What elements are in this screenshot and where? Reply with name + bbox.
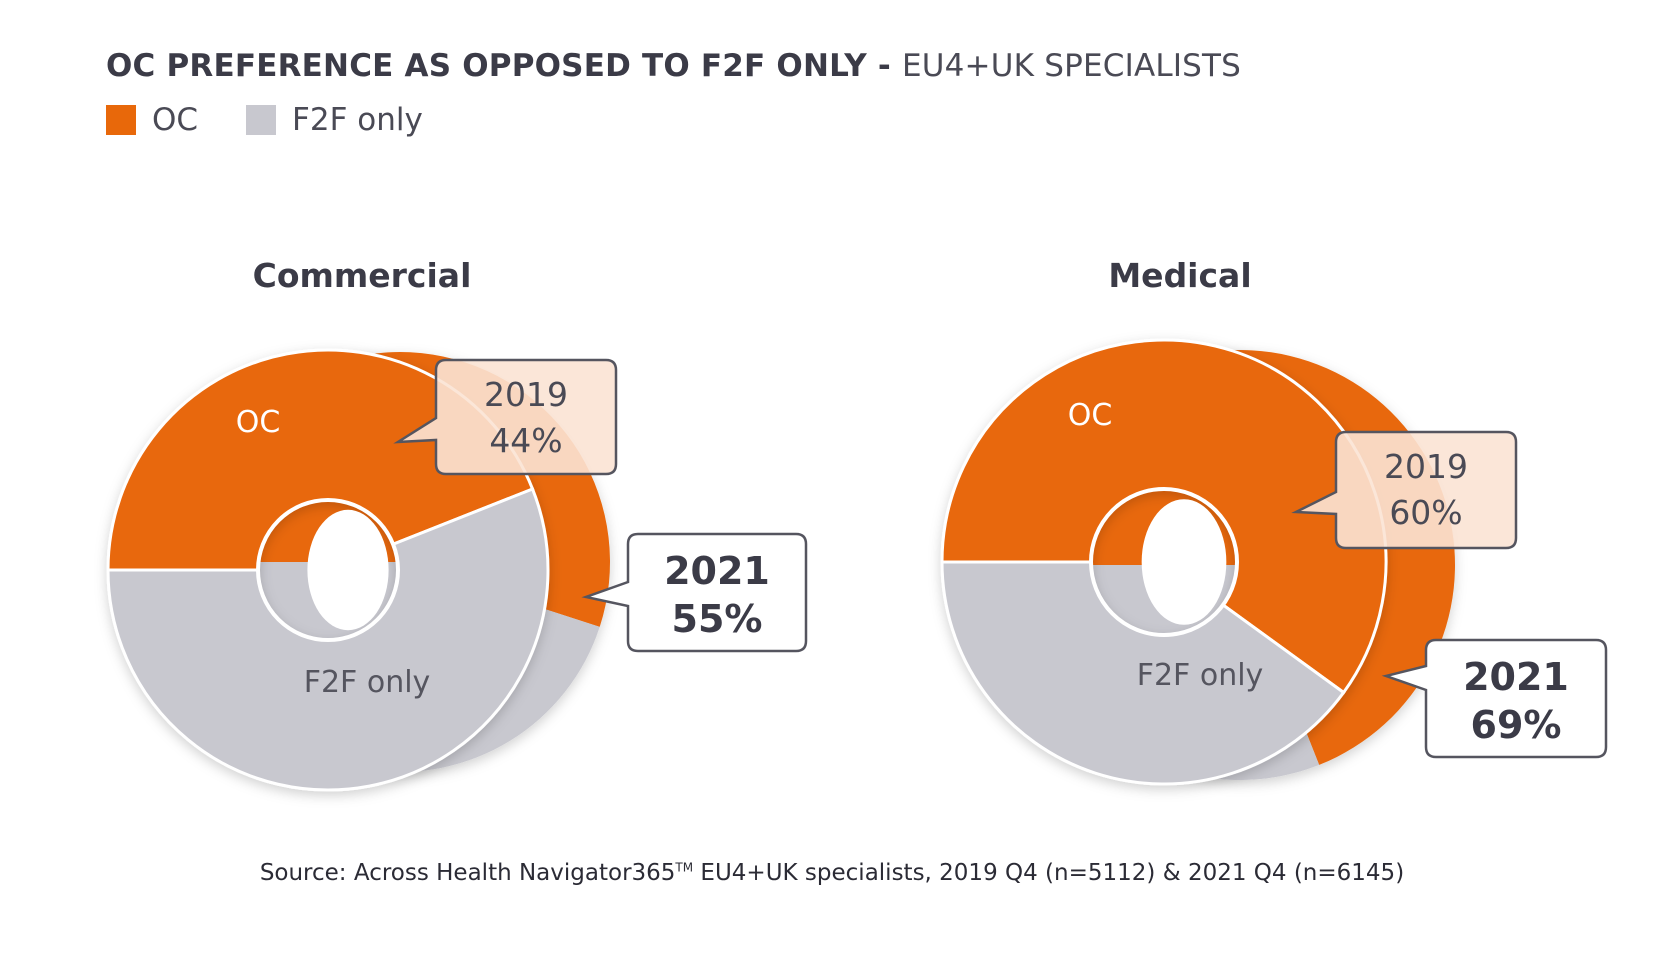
chart-subtitle-medical: Medical	[1108, 256, 1251, 295]
legend: OC F2F only	[106, 102, 471, 138]
callout-2019-medical	[1291, 430, 1518, 550]
legend-swatch-oc	[106, 105, 136, 135]
callout-2019-commercial	[393, 358, 618, 476]
slice-label-f2f-commercial: F2F only	[304, 665, 431, 700]
chart-title: OC PREFERENCE AS OPPOSED TO F2F ONLY - E…	[106, 48, 1241, 84]
source-suffix: EU4+UK specialists, 2019 Q4 (n=5112) & 2…	[693, 860, 1405, 886]
source-note: Source: Across Health Navigator365TM EU4…	[0, 860, 1664, 886]
donut-hole-medical	[1141, 499, 1227, 625]
donut-2019-commercial	[106, 348, 550, 792]
legend-label-f2f: F2F only	[292, 102, 423, 138]
legend-label-oc: OC	[152, 102, 199, 138]
donut-hole-ring-commercial	[256, 498, 400, 642]
source-prefix: Source: Across Health Navigator365	[259, 860, 676, 886]
callout-2021-value-commercial: 55%	[672, 597, 763, 641]
callout-2019-year-commercial: 2019	[484, 375, 568, 414]
donut-hole-ring-medical	[1089, 487, 1239, 637]
callout-2021-commercial	[581, 532, 808, 653]
slice-label-f2f-medical: F2F only	[1137, 658, 1264, 693]
source-tm: TM	[675, 860, 694, 875]
chart-title-sub: EU4+UK SPECIALISTS	[901, 48, 1242, 84]
slice-label-oc-medical: OC	[1068, 398, 1113, 433]
callout-2019-year-medical: 2019	[1384, 447, 1468, 486]
callout-2021-year-commercial: 2021	[664, 549, 770, 593]
callout-2019-value-medical: 60%	[1389, 493, 1462, 532]
donut-hole-commercial	[307, 509, 389, 631]
callout-2021-year-medical: 2021	[1463, 655, 1569, 699]
legend-item-f2f: F2F only	[246, 102, 423, 138]
chart-title-main: OC PREFERENCE AS OPPOSED TO F2F ONLY -	[106, 48, 902, 84]
legend-item-oc: OC	[106, 102, 198, 138]
callout-2021-value-medical: 69%	[1471, 703, 1562, 747]
legend-swatch-f2f	[246, 105, 277, 135]
slice-label-oc-commercial: OC	[236, 405, 281, 440]
callout-2021-medical	[1381, 638, 1608, 759]
callout-2019-value-commercial: 44%	[489, 421, 562, 460]
chart-subtitle-commercial: Commercial	[253, 256, 472, 295]
